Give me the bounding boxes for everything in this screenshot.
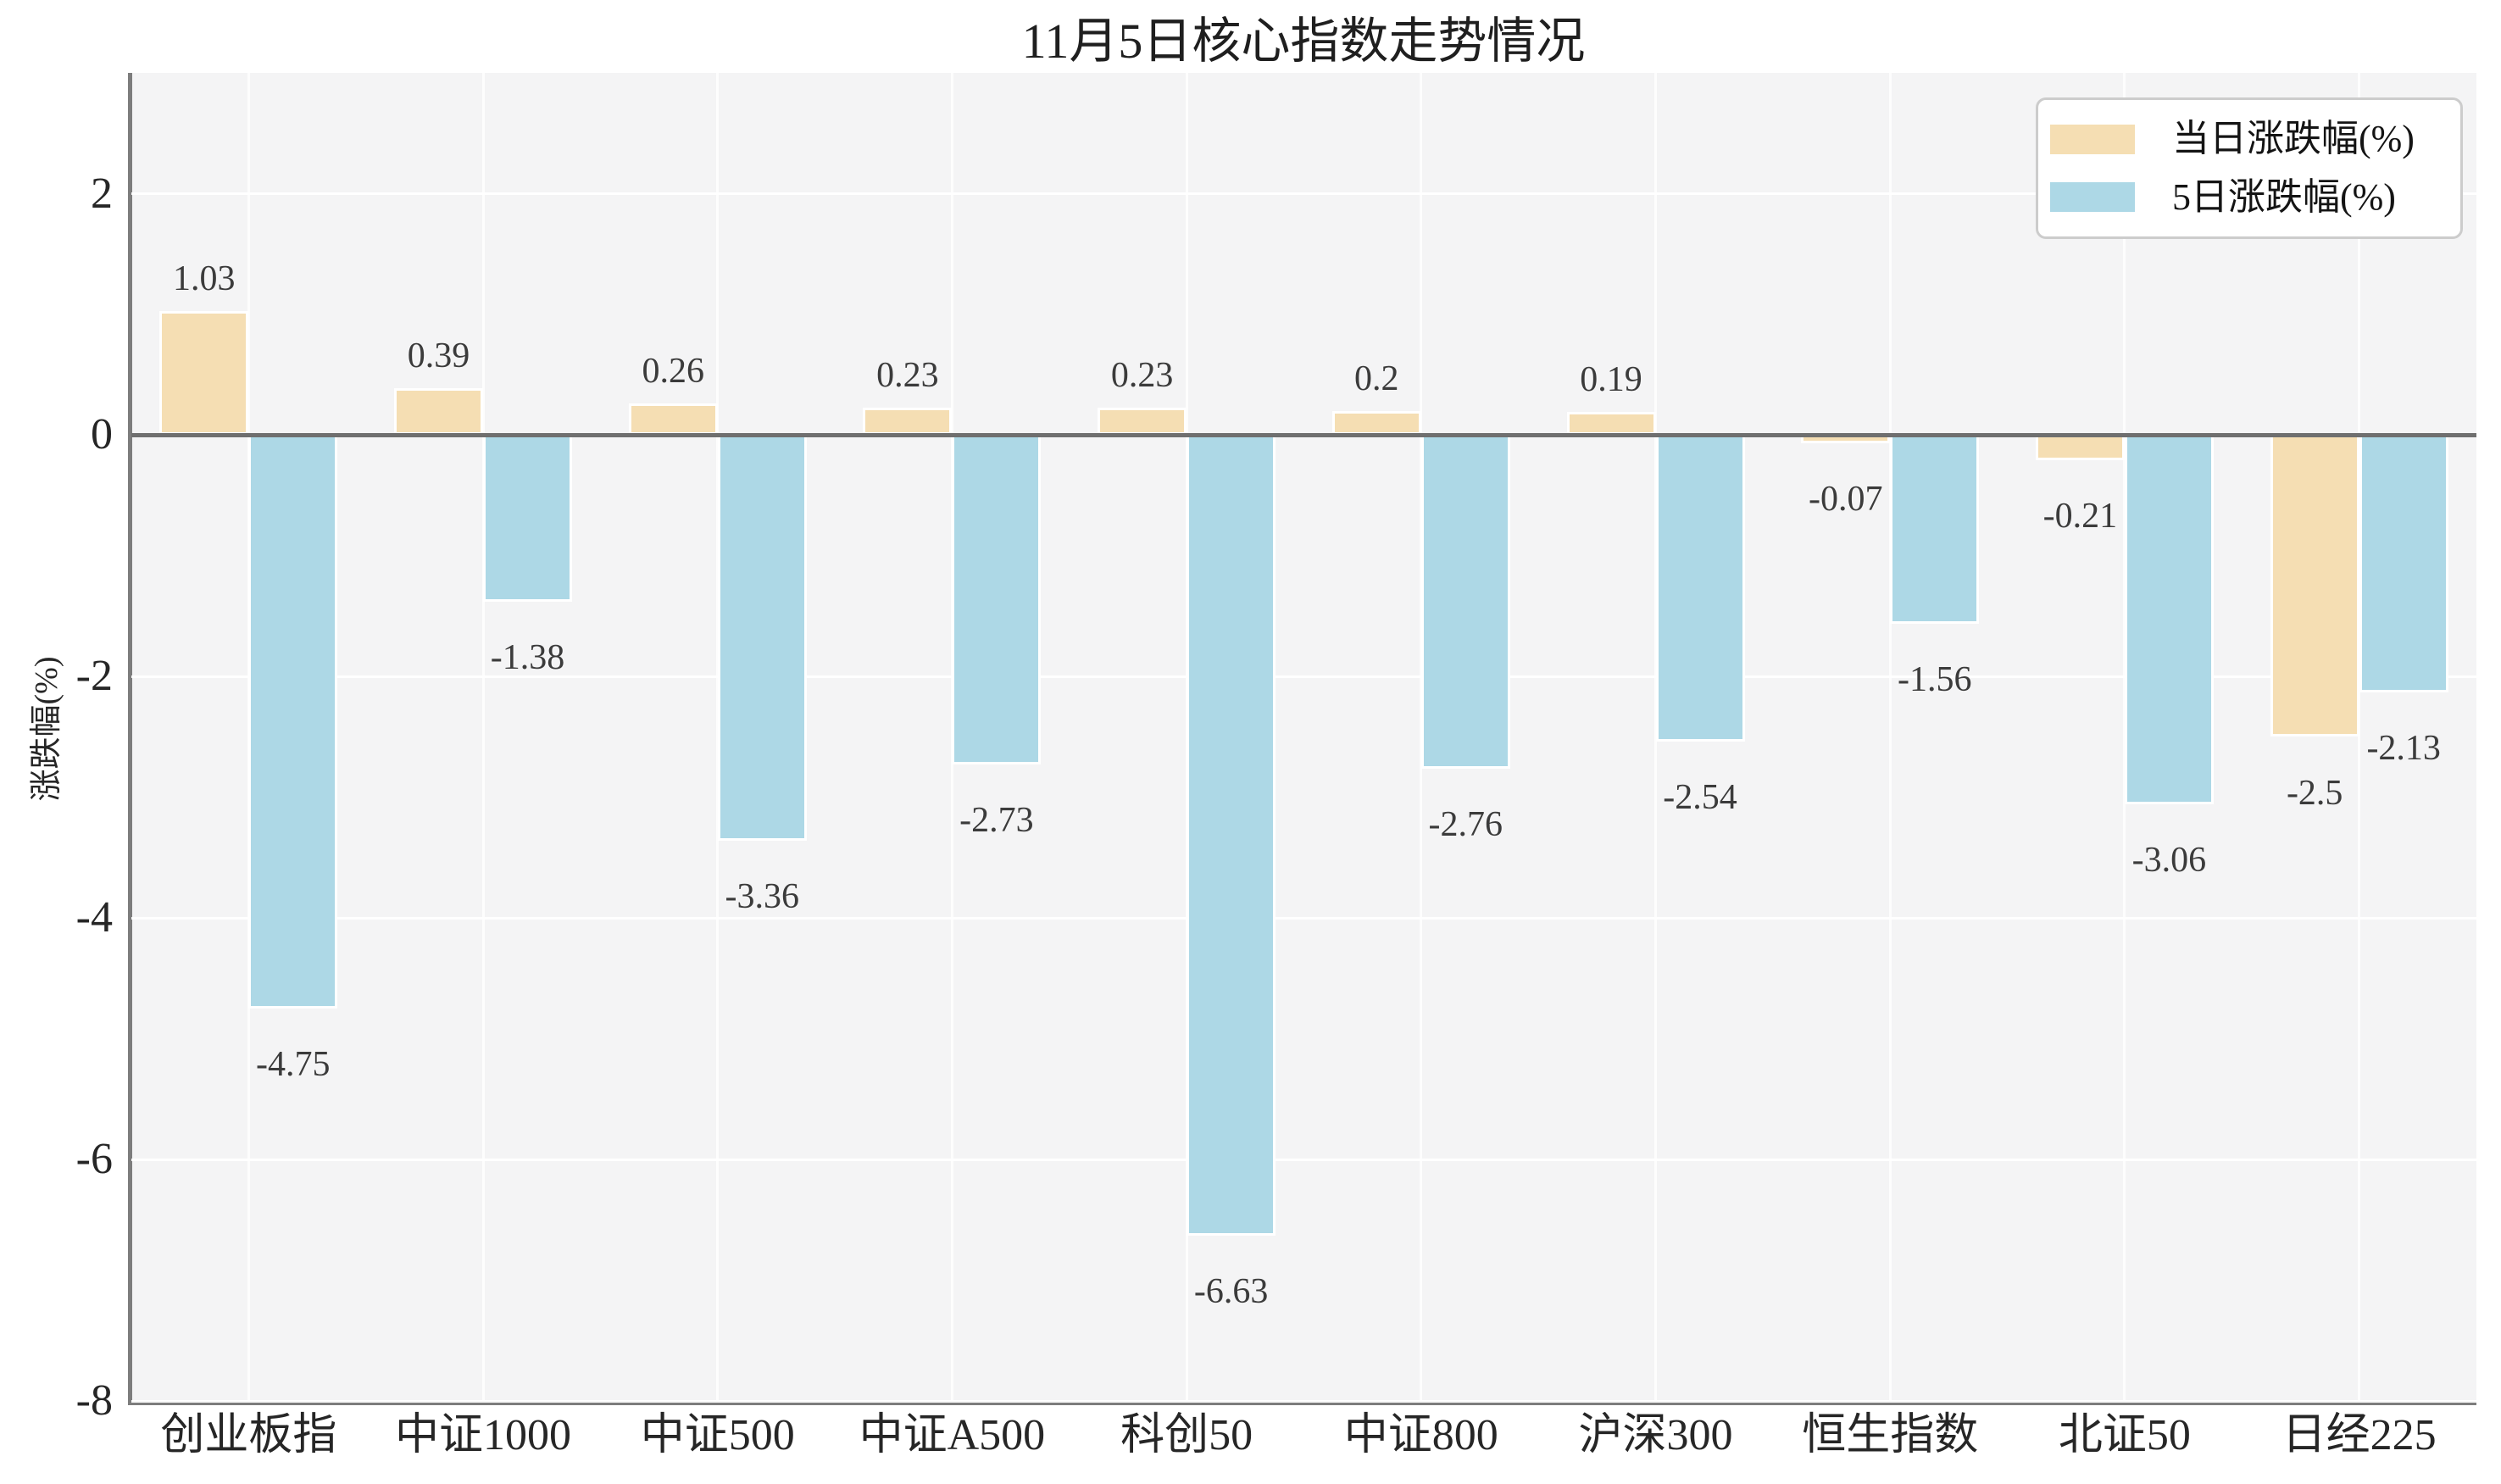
legend-entry-5day: 5日涨跌幅(%) xyxy=(2050,175,2448,218)
bar xyxy=(1566,412,1656,436)
bar-value-label: -1.56 xyxy=(1898,659,1972,699)
legend-swatch-5day xyxy=(2050,182,2135,213)
legend-entry-daily: 当日涨跌幅(%) xyxy=(2050,120,2448,158)
x-tick-label: 中证1000 xyxy=(394,1411,572,1459)
y-tick-label: -2 xyxy=(75,652,113,701)
x-tick-label: 中证800 xyxy=(1343,1411,1498,1459)
bar-value-label: -0.07 xyxy=(1809,480,1883,520)
bar xyxy=(863,407,953,436)
bar xyxy=(2270,435,2359,737)
y-tick-label: 0 xyxy=(91,410,113,459)
bar xyxy=(2359,435,2448,692)
bar-value-label: -0.21 xyxy=(2042,497,2118,536)
bar-value-label: 0.2 xyxy=(1354,358,1399,398)
bar-value-label: -2.73 xyxy=(959,801,1034,841)
x-tick-label: 创业板指 xyxy=(160,1411,337,1459)
y-tick-label: -4 xyxy=(75,893,113,942)
x-tick-label: 科创50 xyxy=(1120,1411,1253,1459)
bar xyxy=(717,435,807,841)
bar xyxy=(1420,435,1510,769)
bar xyxy=(1331,410,1421,436)
bar xyxy=(2035,435,2125,461)
x-tick-label: 北证50 xyxy=(2058,1411,2191,1459)
legend: 当日涨跌幅(%) 5日涨跌幅(%) xyxy=(2036,97,2463,239)
x-tick-label: 中证A500 xyxy=(859,1411,1046,1459)
bar-value-label: -2.54 xyxy=(1663,778,1737,818)
bar-value-label: 1.03 xyxy=(173,258,236,298)
legend-swatch-daily xyxy=(2050,124,2135,154)
bar-value-label: -1.38 xyxy=(490,638,565,677)
x-tick-label: 中证500 xyxy=(640,1411,795,1459)
bar-value-label: 0.19 xyxy=(1580,360,1642,400)
legend-label-daily: 当日涨跌幅(%) xyxy=(2172,118,2415,160)
bar xyxy=(1890,435,1980,624)
bar xyxy=(1098,407,1187,436)
x-tick-label: 日经225 xyxy=(2281,1411,2437,1459)
bar xyxy=(1655,435,1745,742)
y-tick-label: 2 xyxy=(91,169,113,218)
bar xyxy=(952,435,1042,765)
bar-value-label: -4.75 xyxy=(256,1045,331,1084)
bar xyxy=(483,435,572,602)
bar xyxy=(2124,435,2214,805)
x-tick-label: 沪深300 xyxy=(1578,1411,1733,1459)
h-gridline xyxy=(131,1399,2476,1403)
plot-area: 1.03 0.39 0.26 0.23 0.23 0.2 0.19 -0.07 -0.21 -2.… xyxy=(131,73,2476,1403)
bar-value-label: 0.26 xyxy=(642,352,705,392)
x-axis-spine xyxy=(128,1401,2476,1405)
bar-value-label: -2.76 xyxy=(1428,804,1503,844)
bar-value-label: -3.06 xyxy=(2131,841,2207,881)
y-axis-spine xyxy=(128,73,132,1405)
bar xyxy=(159,310,249,436)
chart-title: 11月5日核心指数走势情况 xyxy=(1021,14,1586,69)
h-gridline xyxy=(131,675,2476,678)
v-gridline xyxy=(1888,73,1892,1401)
bar-value-label: -6.63 xyxy=(1193,1271,1269,1311)
x-tick-label: 恒生指数 xyxy=(1802,1411,1979,1459)
bar xyxy=(628,403,718,436)
y-tick-label: -6 xyxy=(75,1135,113,1184)
v-gridline xyxy=(2358,73,2361,1401)
bar-value-label: 0.23 xyxy=(1110,355,1174,395)
bar-value-label: 0.23 xyxy=(876,355,939,395)
bar xyxy=(394,387,483,436)
legend-label-5day: 5日涨跌幅(%) xyxy=(2172,175,2396,218)
v-gridline xyxy=(481,73,485,1401)
bar-value-label: 0.39 xyxy=(407,336,470,375)
h-gridline xyxy=(131,916,2476,920)
zero-line xyxy=(131,432,2476,437)
h-gridline xyxy=(131,1158,2476,1161)
bar-value-label: -2.13 xyxy=(2366,728,2441,768)
bar-value-label: -2.5 xyxy=(2286,773,2343,813)
bar xyxy=(1187,435,1276,1236)
bar xyxy=(248,435,338,1009)
h-gridline xyxy=(131,192,2476,195)
bar-value-label: -3.36 xyxy=(725,877,800,916)
y-tick-label: -8 xyxy=(75,1376,113,1425)
